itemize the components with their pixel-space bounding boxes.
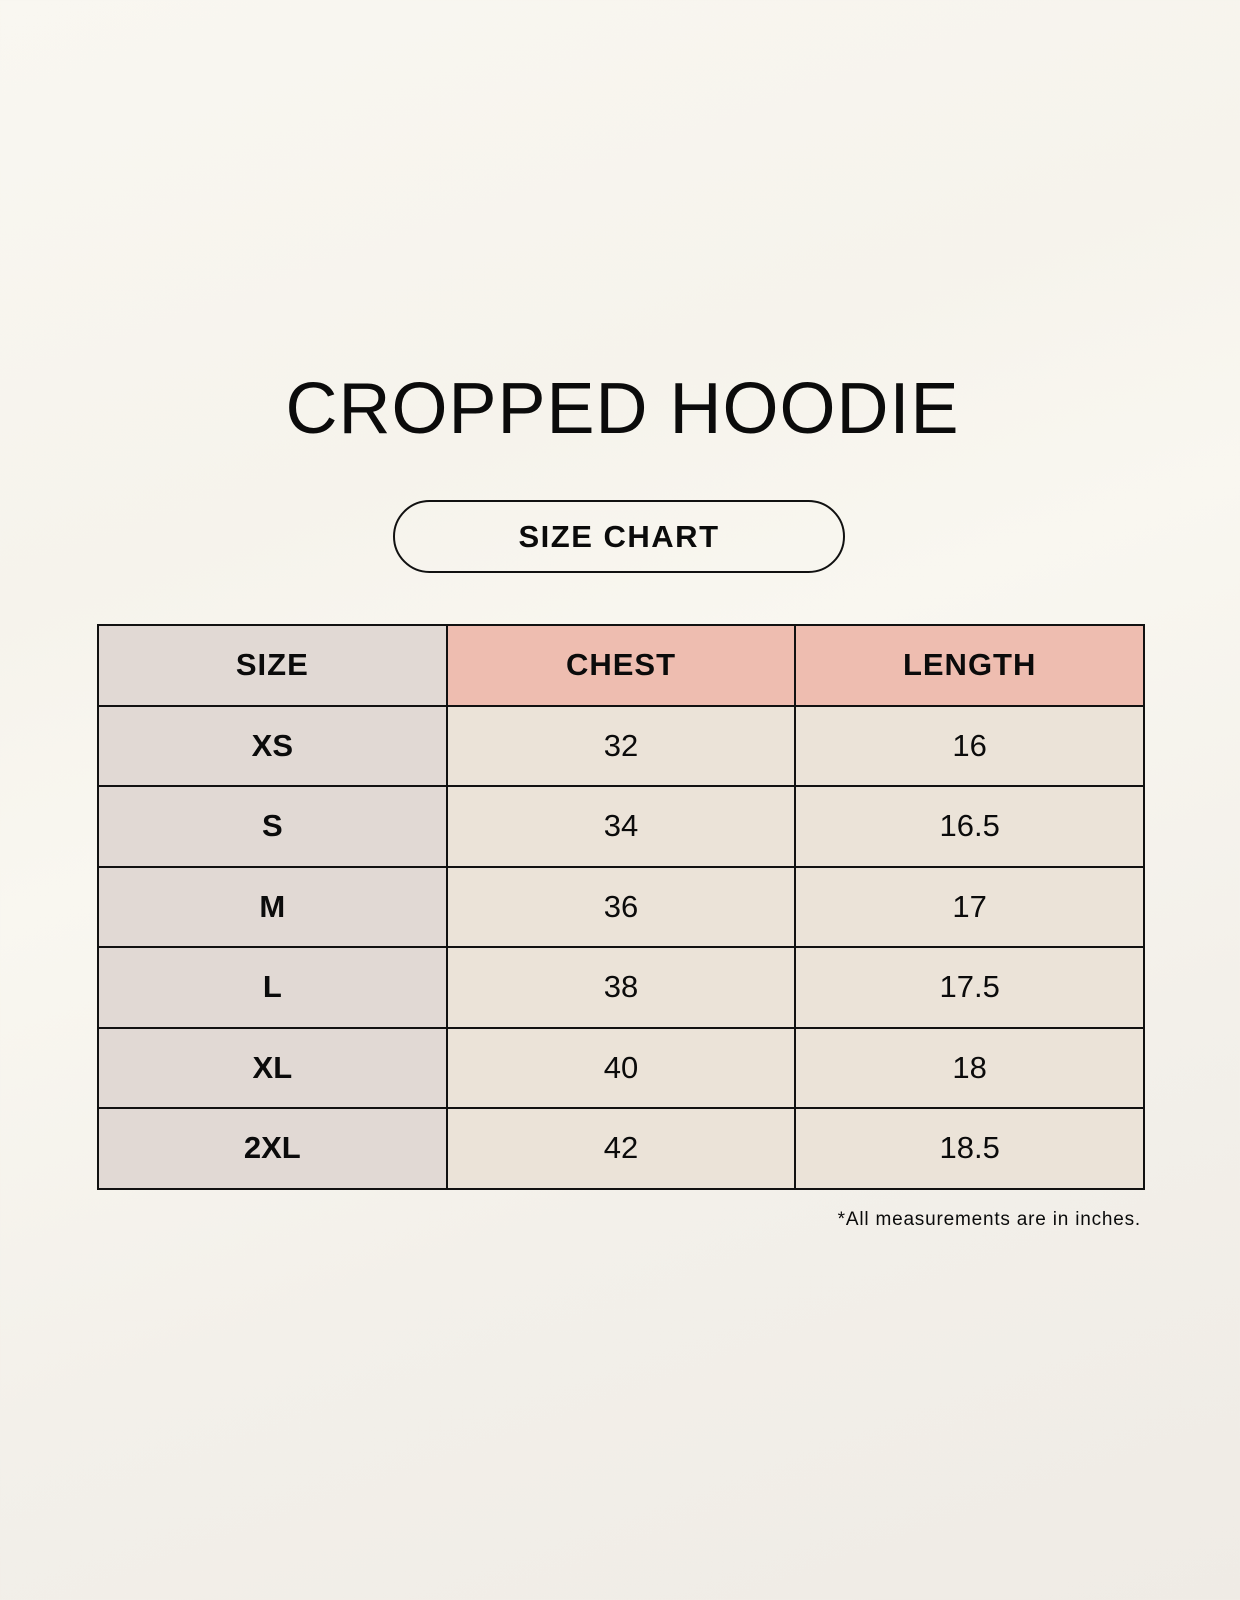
page-title: CROPPED HOODIE (285, 369, 960, 449)
cell-length: 16.5 (794, 785, 1145, 868)
header-size: SIZE (97, 624, 448, 707)
cell-size: M (97, 865, 448, 948)
cell-length: 18 (794, 1026, 1145, 1109)
cell-chest: 42 (445, 1107, 797, 1190)
table-row: 2XL 42 18.5 (97, 1107, 1145, 1190)
table-header-row: SIZE CHEST LENGTH (97, 624, 1145, 707)
cell-size: L (97, 946, 448, 1029)
cell-chest: 32 (445, 704, 797, 787)
cell-length: 17 (794, 865, 1145, 948)
cell-chest: 36 (445, 865, 797, 948)
cell-length: 16 (794, 704, 1145, 787)
cell-size: 2XL (97, 1107, 448, 1190)
cell-chest: 40 (445, 1026, 797, 1109)
header-length: LENGTH (794, 624, 1145, 707)
table-row: XL 40 18 (97, 1026, 1145, 1109)
cell-size: S (97, 785, 448, 868)
cell-chest: 38 (445, 946, 797, 1029)
cell-length: 17.5 (794, 946, 1145, 1029)
footnote: *All measurements are in inches. (837, 1209, 1141, 1230)
cell-chest: 34 (445, 785, 797, 868)
size-chart-label: SIZE CHART (393, 500, 845, 573)
table-row: S 34 16.5 (97, 785, 1145, 868)
header-chest: CHEST (445, 624, 797, 707)
size-table: SIZE CHEST LENGTH XS 32 16 S 34 16.5 M 36 17 L 38 1… (97, 624, 1145, 1190)
cell-size: XL (97, 1026, 448, 1109)
table-row: L 38 17.5 (97, 946, 1145, 1029)
table-row: XS 32 16 (97, 704, 1145, 787)
cell-length: 18.5 (794, 1107, 1145, 1190)
table-row: M 36 17 (97, 865, 1145, 948)
cell-size: XS (97, 704, 448, 787)
